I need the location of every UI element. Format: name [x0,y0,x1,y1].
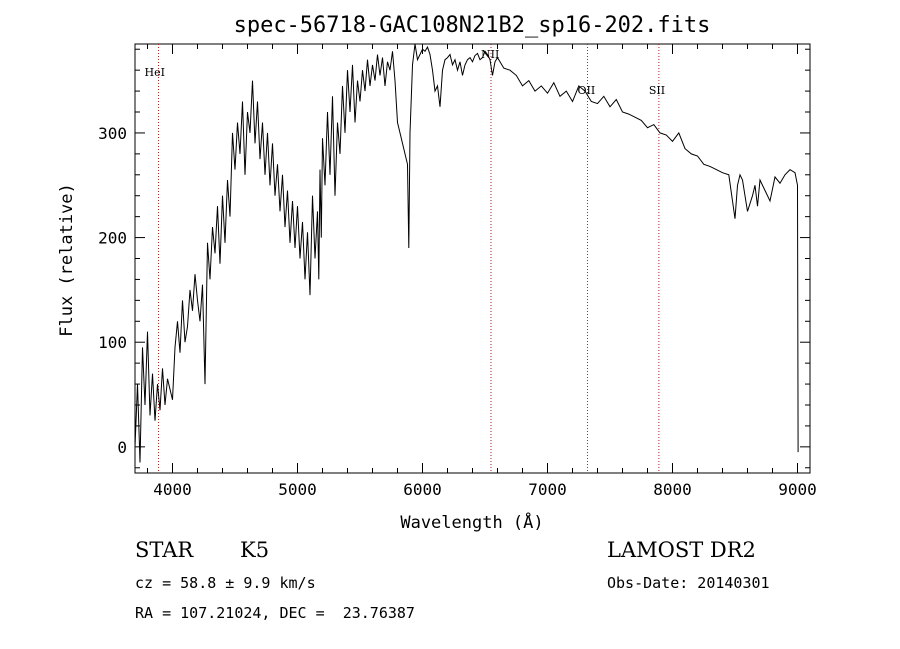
y-tick-label-200: 200 [98,229,127,248]
x-tick-label-6000: 6000 [403,480,442,499]
x-tick-label-4000: 4000 [153,480,192,499]
x-axis-label: Wavelength (Å) [400,511,543,533]
x-tick-label-7000: 7000 [528,480,567,499]
observation-date: Obs-Date: 20140301 [607,574,770,592]
y-tick-label-100: 100 [98,333,127,352]
chart-title: spec-56718-GAC108N21B2_sp16-202.fits [234,13,711,38]
x-tick-label-9000: 9000 [778,480,817,499]
plot-frame [134,43,811,474]
line-label-sii: SII [649,84,665,97]
redshift-cz: cz = 58.8 ± 9.9 km/s [135,574,316,592]
y-tick-label-300: 300 [98,124,127,143]
line-label-oii: OII [578,84,596,97]
line-label-hei: HeI [145,66,165,79]
x-tick-label-8000: 8000 [653,480,692,499]
y-tick-label-0: 0 [117,438,127,457]
coordinates: RA = 107.21024, DEC = 23.76387 [135,604,415,622]
x-tick-label-5000: 5000 [278,480,317,499]
spectrum-series-line [134,43,799,463]
spectral-subclass: K5 [240,538,270,562]
survey-name: LAMOST DR2 [607,538,756,562]
object-class: STAR [135,538,194,562]
y-axis-label: Flux (relative) [57,183,77,337]
